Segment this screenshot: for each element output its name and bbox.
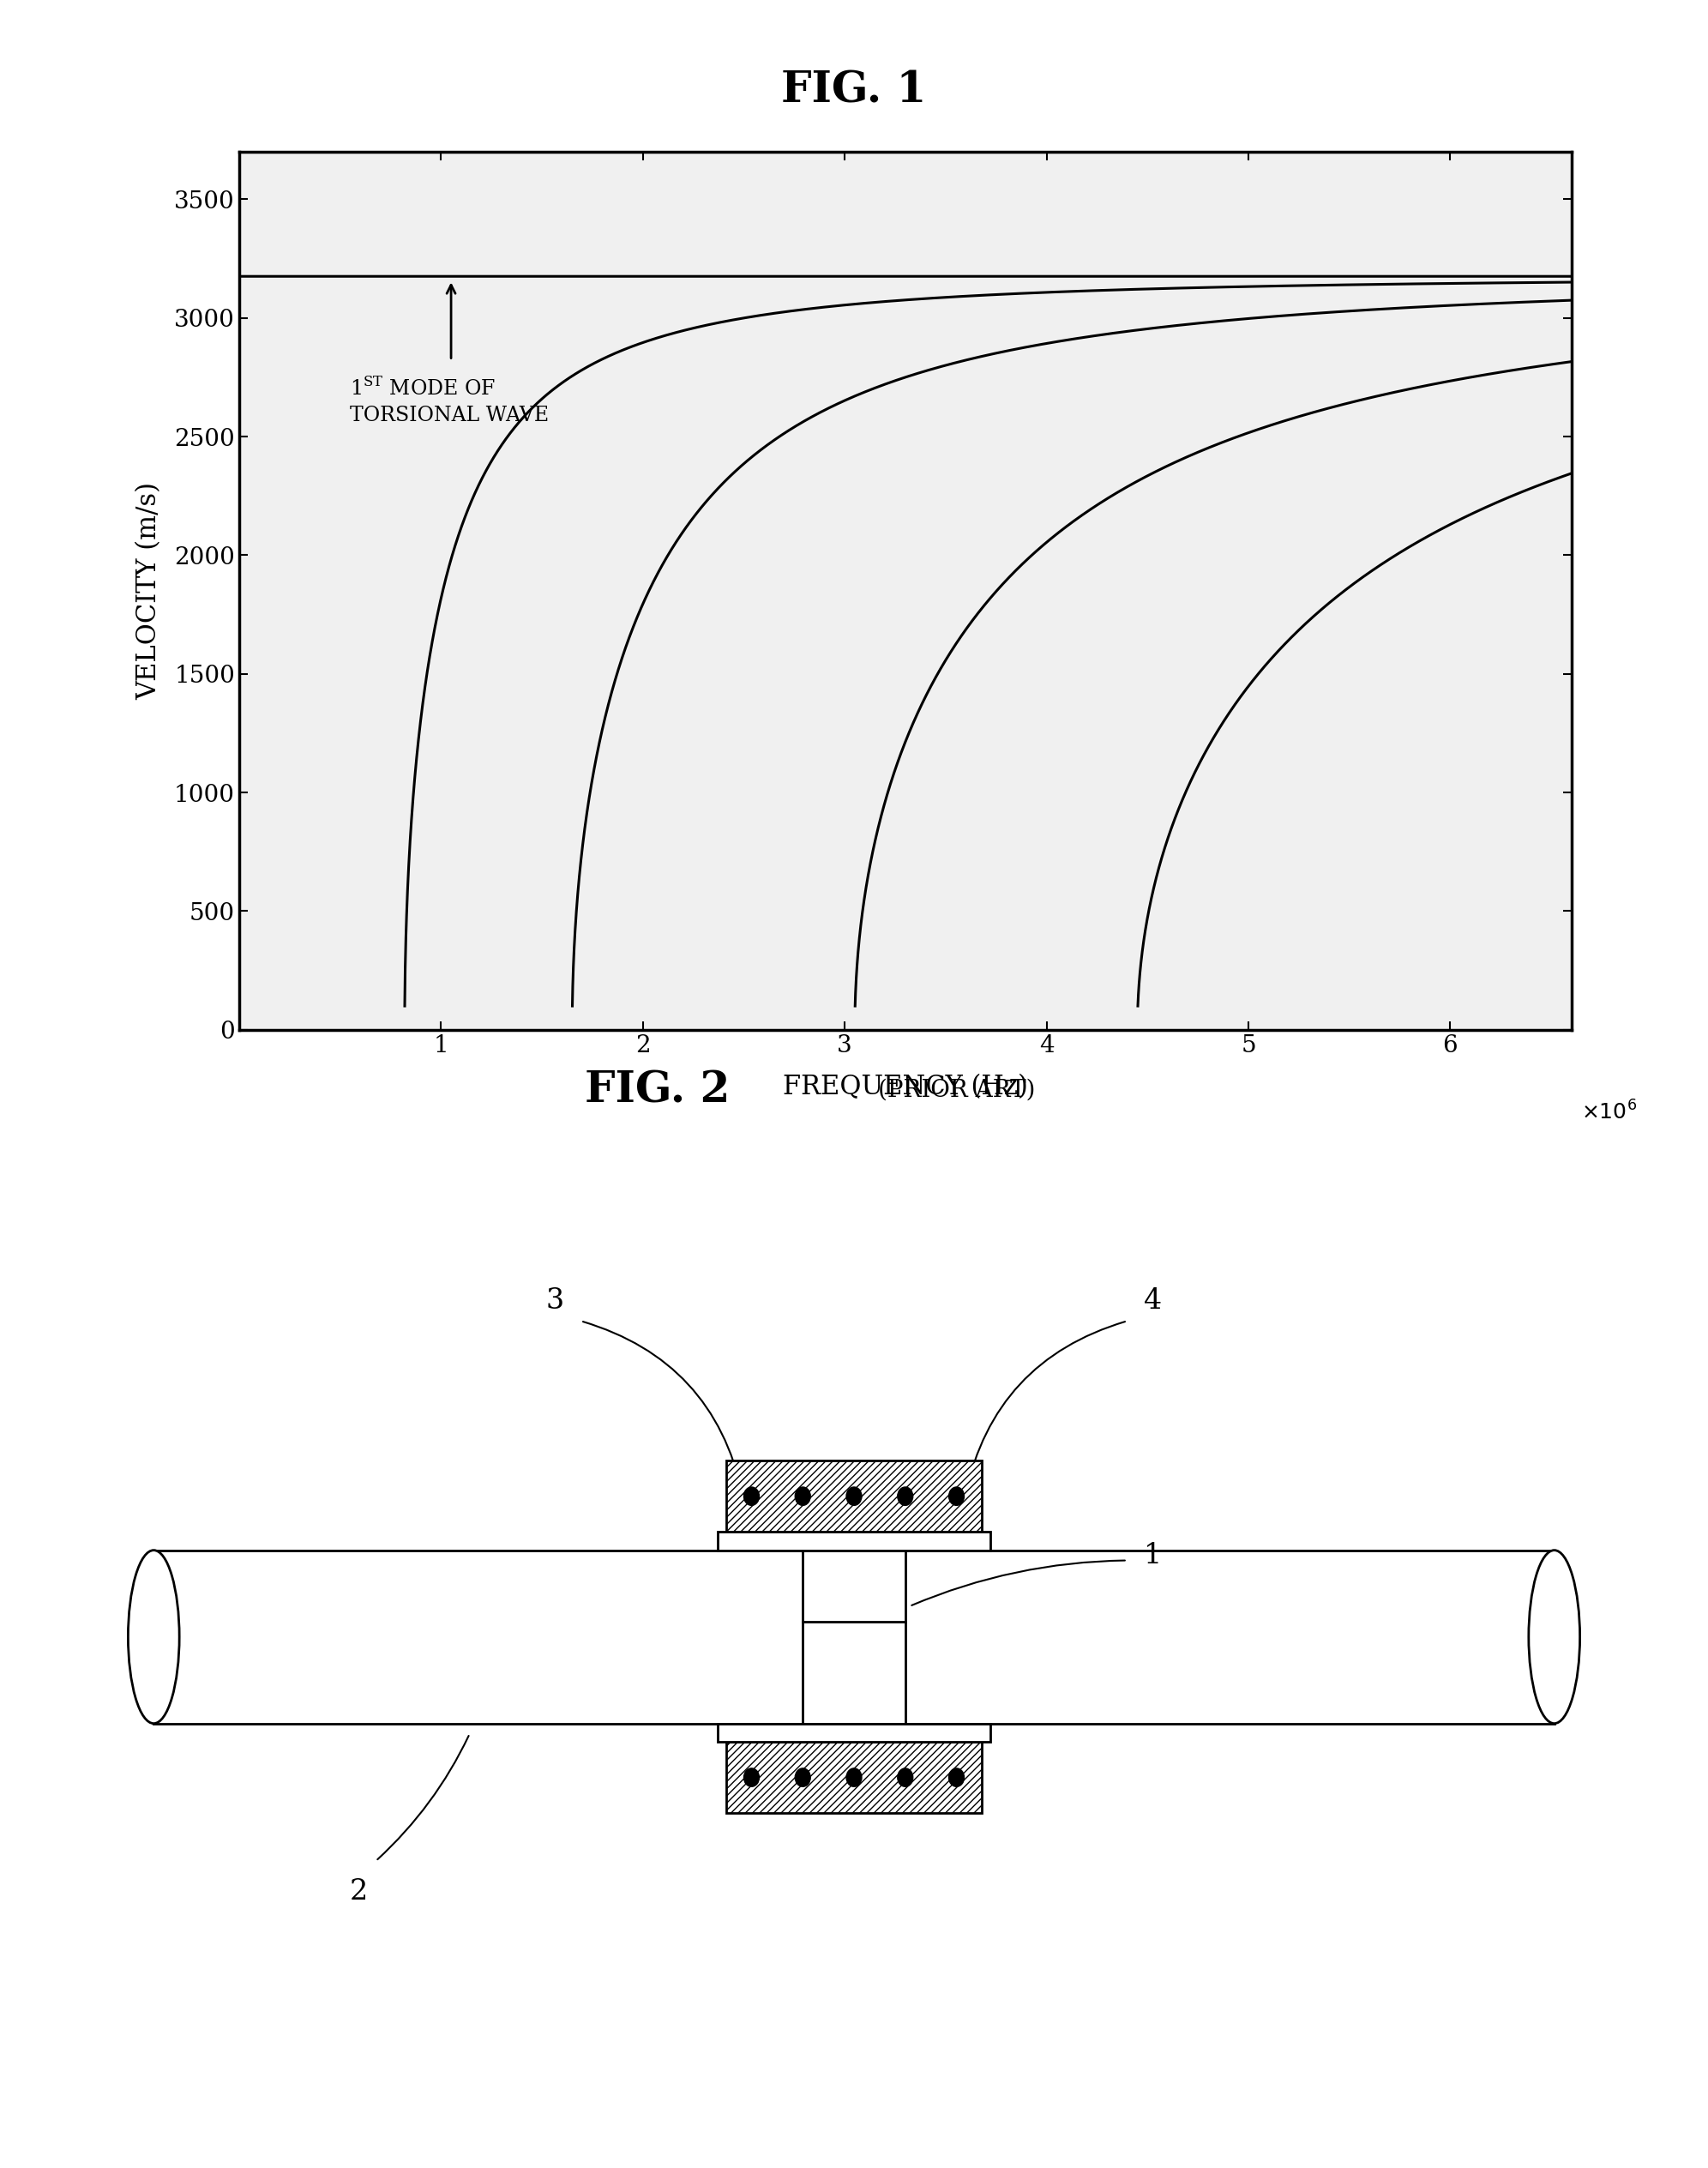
Circle shape xyxy=(898,1487,914,1505)
Text: 1$^{\mathregular{ST}}$ MODE OF
TORSIONAL WAVE: 1$^{\mathregular{ST}}$ MODE OF TORSIONAL… xyxy=(350,377,550,425)
Ellipse shape xyxy=(128,1550,179,1724)
Circle shape xyxy=(745,1769,760,1786)
Circle shape xyxy=(950,1487,963,1505)
Bar xyxy=(726,1741,982,1812)
Circle shape xyxy=(745,1487,760,1505)
Circle shape xyxy=(847,1487,863,1505)
Bar xyxy=(803,1550,905,1724)
Text: 4: 4 xyxy=(1144,1288,1161,1314)
Text: FIG. 1: FIG. 1 xyxy=(781,69,927,113)
Y-axis label: VELOCITY (m/s): VELOCITY (m/s) xyxy=(135,481,162,700)
Text: $\times10^6$: $\times10^6$ xyxy=(1582,1101,1638,1125)
Bar xyxy=(717,1533,991,1550)
Circle shape xyxy=(847,1769,863,1786)
Text: 1: 1 xyxy=(1144,1541,1161,1570)
Circle shape xyxy=(950,1769,963,1786)
Ellipse shape xyxy=(1529,1550,1580,1724)
Circle shape xyxy=(796,1769,811,1786)
Text: (PRIOR ART): (PRIOR ART) xyxy=(878,1080,1035,1101)
X-axis label: FREQUENCY (Hz): FREQUENCY (Hz) xyxy=(782,1073,1028,1101)
Text: FIG. 2: FIG. 2 xyxy=(584,1069,731,1112)
Text: 2: 2 xyxy=(350,1877,367,1906)
Circle shape xyxy=(796,1487,811,1505)
Circle shape xyxy=(898,1769,914,1786)
Bar xyxy=(717,1724,991,1741)
Bar xyxy=(726,1461,982,1533)
Text: 3: 3 xyxy=(547,1288,564,1314)
